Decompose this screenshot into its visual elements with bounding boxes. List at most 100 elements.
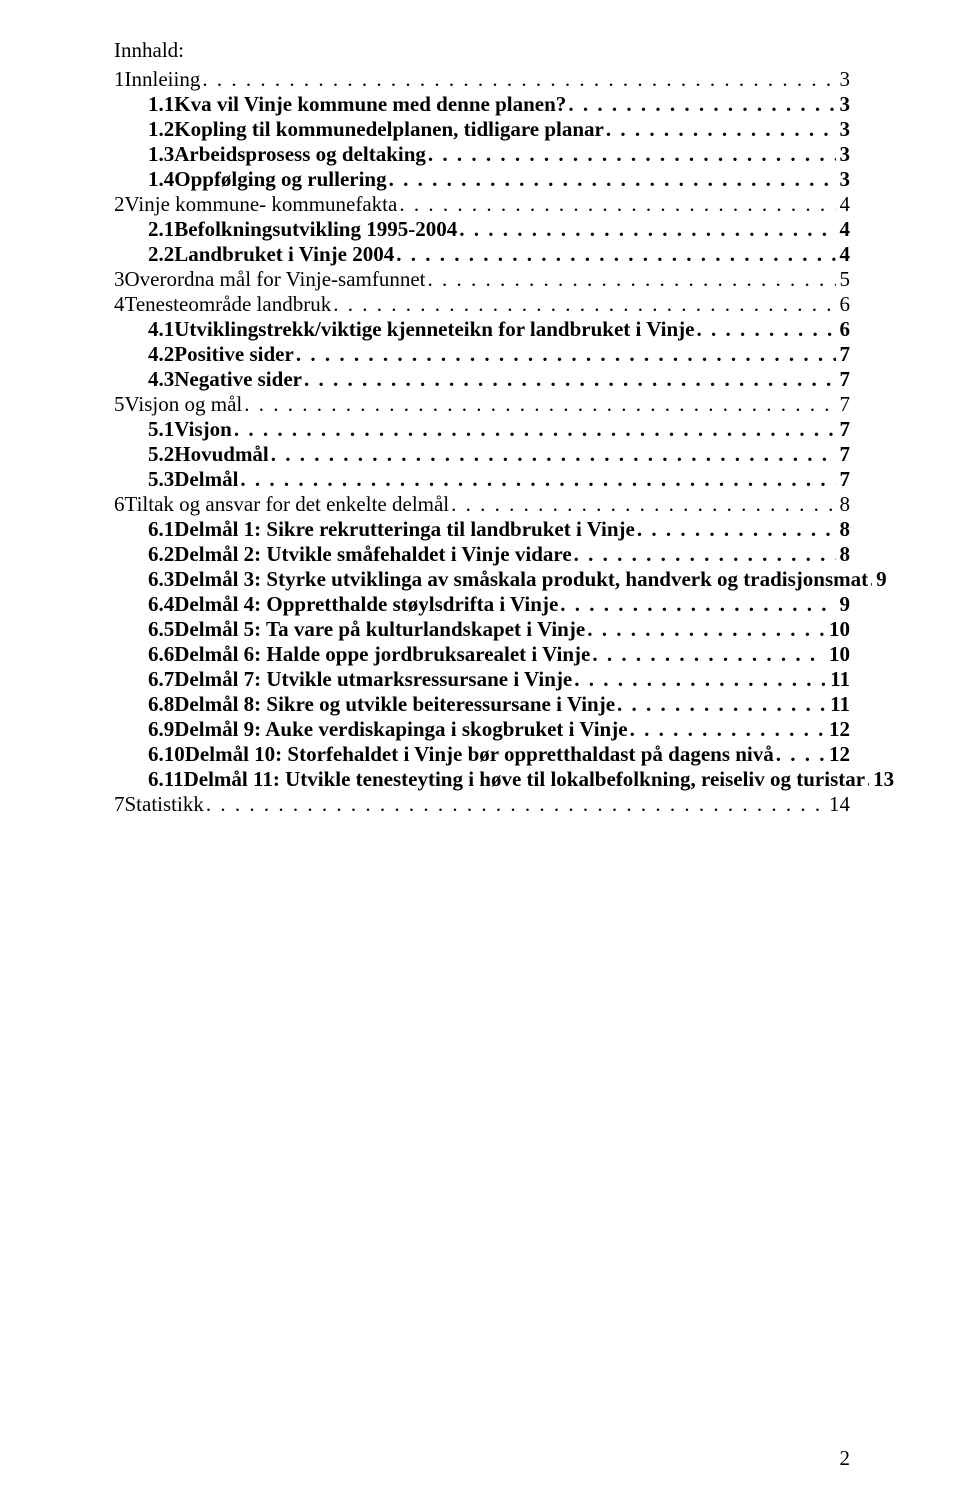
toc-entry: 3Overordna mål for Vinje-samfunnet5 — [114, 267, 850, 292]
toc-entry: 6.1Delmål 1: Sikre rekrutteringa til lan… — [114, 517, 850, 542]
toc-entry-leader-dots — [558, 592, 835, 617]
toc-entry-page: 12 — [825, 742, 850, 767]
toc-heading: Innhald: — [114, 38, 850, 63]
toc-entry-leader-dots — [604, 117, 836, 142]
toc-entry: 7Statistikk 14 — [114, 792, 850, 817]
toc-entry-leader-dots — [457, 217, 835, 242]
toc-entry-number: 5.3 — [148, 467, 174, 492]
toc-entry-page: 9 — [872, 567, 887, 592]
footer-page-number: 2 — [840, 1446, 851, 1471]
toc-entry-leader-dots — [294, 342, 836, 367]
toc-entry-leader-dots — [635, 517, 836, 542]
toc-entry-label: Delmål 3: Styrke utviklinga av småskala … — [174, 567, 868, 592]
toc-entry-number: 6.4 — [148, 592, 174, 617]
toc-entry: 2.1Befolkningsutvikling 1995-20044 — [114, 217, 850, 242]
toc-entry-label: Arbeidsprosess og deltaking — [174, 142, 426, 167]
toc-entry-page: 3 — [836, 67, 851, 92]
toc-entry-number: 1.2 — [148, 117, 174, 142]
toc-entry-page: 11 — [826, 692, 850, 717]
toc-entry-label: Delmål 8: Sikre og utvikle beiteressursa… — [174, 692, 615, 717]
page: Innhald: 1Innleiing31.1Kva vil Vinje kom… — [0, 0, 960, 1509]
toc-entry-leader-dots — [572, 542, 836, 567]
toc-entry-page: 12 — [825, 717, 850, 742]
toc-entry-number: 5 — [114, 392, 125, 417]
toc-entry-page: 6 — [836, 292, 851, 317]
toc-entry-leader-dots — [200, 67, 835, 92]
toc-entry-label: Tenesteområde landbruk — [125, 292, 332, 317]
toc-entry-page: 7 — [836, 467, 851, 492]
toc-entry-number: 2.2 — [148, 242, 174, 267]
toc-entry-leader-dots — [572, 667, 826, 692]
toc-entry: 4.2Positive sider7 — [114, 342, 850, 367]
toc-entry-number: 1.4 — [148, 167, 174, 192]
toc-entry-label: Positive sider — [174, 342, 294, 367]
toc-entry: 1.2Kopling til kommunedelplanen, tidliga… — [114, 117, 850, 142]
toc-entry-page: 6 — [836, 317, 851, 342]
toc-entry-page: 4 — [836, 242, 851, 267]
toc-entry-number: 6.8 — [148, 692, 174, 717]
toc-entry-number: 1.3 — [148, 142, 174, 167]
toc-entry-label: Overordna mål for Vinje-samfunnet — [125, 267, 426, 292]
toc-entry: 6.11Delmål 11: Utvikle tenesteyting i hø… — [114, 767, 850, 792]
toc-entry-leader-dots — [387, 167, 836, 192]
toc-entry-leader-dots — [449, 492, 835, 517]
toc-entry-label: Vinje kommune- kommunefakta — [125, 192, 398, 217]
toc-entry: 4.3Negative sider7 — [114, 367, 850, 392]
toc-entry-leader-dots — [397, 192, 835, 217]
toc-entry-label: Delmål 6: Halde oppe jordbruksarealet i … — [174, 642, 590, 667]
toc-container: 1Innleiing31.1Kva vil Vinje kommune med … — [114, 67, 850, 817]
toc-entry-page: 8 — [836, 542, 851, 567]
toc-entry-number: 6.9 — [148, 717, 174, 742]
toc-entry-leader-dots — [426, 267, 836, 292]
toc-entry-label: Tiltak og ansvar for det enkelte delmål — [125, 492, 450, 517]
toc-entry-label: Visjon — [174, 417, 232, 442]
toc-entry: 6.5Delmål 5: Ta vare på kulturlandskapet… — [114, 617, 850, 642]
toc-entry-number: 1 — [114, 67, 125, 92]
toc-entry-page: 7 — [836, 392, 851, 417]
toc-entry-label: Delmål 7: Utvikle utmarksressursane i Vi… — [174, 667, 572, 692]
toc-entry: 5.3Delmål 7 — [114, 467, 850, 492]
toc-entry-label: Oppfølging og rullering — [174, 167, 386, 192]
toc-entry-leader-dots — [269, 442, 836, 467]
toc-entry: 1.3Arbeidsprosess og deltaking 3 — [114, 142, 850, 167]
toc-entry-page: 4 — [836, 192, 851, 217]
toc-entry: 1.4Oppfølging og rullering3 — [114, 167, 850, 192]
toc-entry-page: 8 — [836, 492, 851, 517]
toc-entry-label: Visjon og mål — [125, 392, 243, 417]
toc-entry-page: 7 — [836, 417, 851, 442]
toc-entry: 5.1Visjon7 — [114, 417, 850, 442]
toc-entry-number: 7 — [114, 792, 125, 817]
toc-entry-page: 11 — [826, 667, 850, 692]
toc-entry: 6.9Delmål 9: Auke verdiskapinga i skogbr… — [114, 717, 850, 742]
toc-entry-label: Delmål 5: Ta vare på kulturlandskapet i … — [174, 617, 585, 642]
toc-entry-label: Delmål 4: Oppretthalde støylsdrifta i Vi… — [174, 592, 558, 617]
toc-entry: 6.3Delmål 3: Styrke utviklinga av småska… — [114, 567, 850, 592]
toc-entry-page: 14 — [825, 792, 850, 817]
toc-entry-page: 9 — [836, 592, 851, 617]
toc-entry-number: 2.1 — [148, 217, 174, 242]
toc-entry-page: 7 — [836, 367, 851, 392]
toc-entry-label: Landbruket i Vinje 2004 — [174, 242, 394, 267]
toc-entry-number: 6.7 — [148, 667, 174, 692]
toc-entry: 6.7Delmål 7: Utvikle utmarksressursane i… — [114, 667, 850, 692]
toc-entry-page: 3 — [836, 142, 851, 167]
toc-entry: 6Tiltak og ansvar for det enkelte delmål… — [114, 492, 850, 517]
toc-entry-page: 4 — [836, 217, 851, 242]
toc-entry-number: 1.1 — [148, 92, 174, 117]
toc-entry-page: 10 — [825, 642, 850, 667]
toc-entry-label: Kopling til kommunedelplanen, tidligare … — [174, 117, 604, 142]
toc-entry-label: Statistikk — [125, 792, 204, 817]
toc-entry-number: 4.3 — [148, 367, 174, 392]
toc-entry-number: 6.1 — [148, 517, 174, 542]
toc-entry-leader-dots — [585, 617, 825, 642]
toc-entry-label: Delmål 1: Sikre rekrutteringa til landbr… — [174, 517, 635, 542]
toc-entry-number: 4.1 — [148, 317, 174, 342]
toc-entry-page: 13 — [869, 767, 894, 792]
toc-entry-page: 7 — [836, 442, 851, 467]
toc-entry-label: Delmål — [174, 467, 238, 492]
toc-entry-leader-dots — [628, 717, 825, 742]
toc-entry: 6.8Delmål 8: Sikre og utvikle beiteressu… — [114, 692, 850, 717]
toc-entry-page: 3 — [836, 92, 851, 117]
toc-entry-leader-dots — [238, 467, 835, 492]
toc-entry: 2Vinje kommune- kommunefakta4 — [114, 192, 850, 217]
